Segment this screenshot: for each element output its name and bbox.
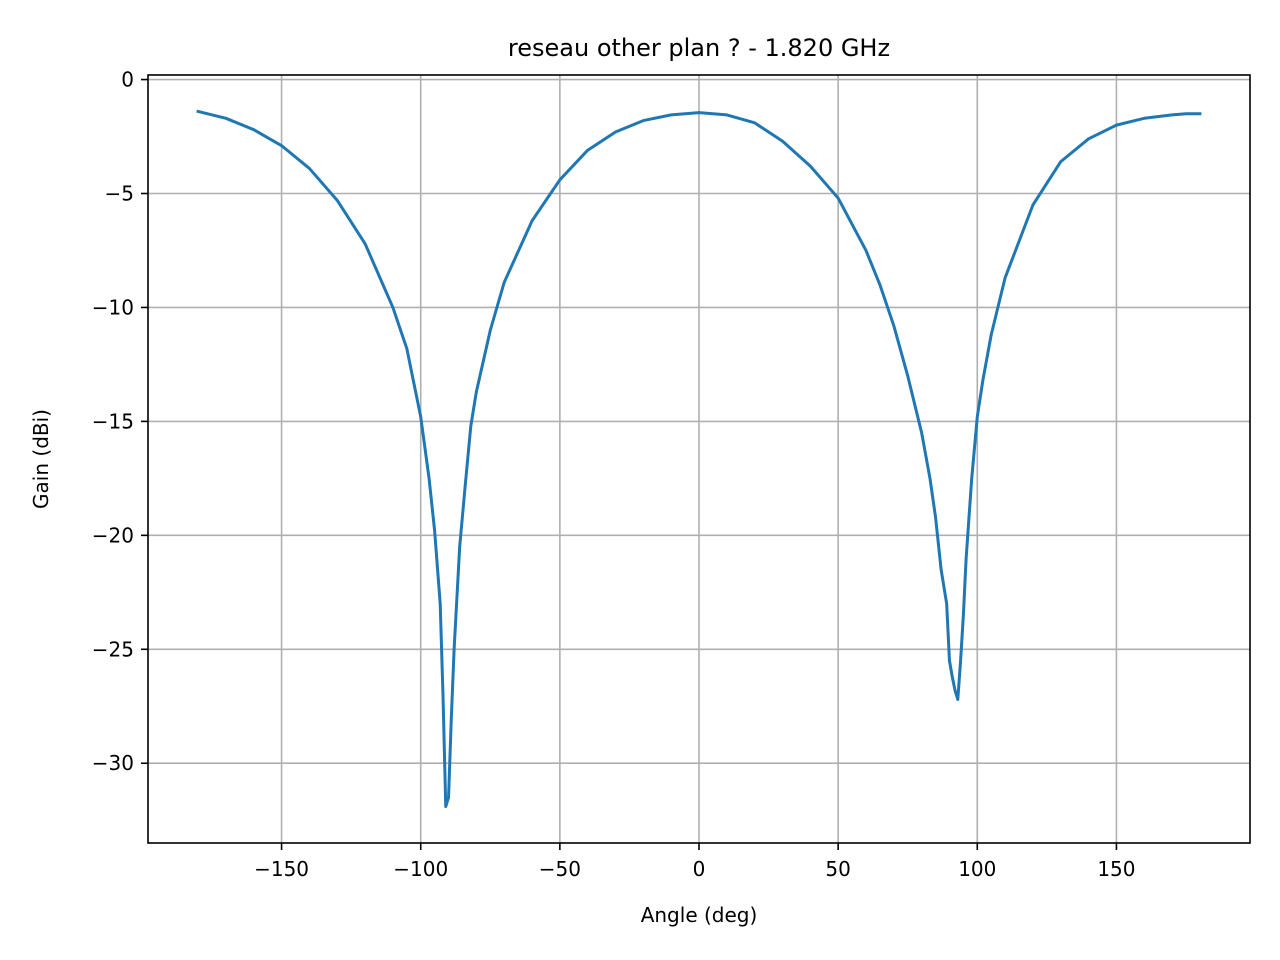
x-tick-label: 0 xyxy=(693,857,706,881)
y-tick-label: −10 xyxy=(92,295,134,319)
x-tick-label: 100 xyxy=(958,857,996,881)
y-axis-label: Gain (dBi) xyxy=(29,409,53,509)
x-tick-label: 50 xyxy=(825,857,850,881)
chart-title: reseau other plan ? - 1.820 GHz xyxy=(508,34,890,62)
y-tick-label: −15 xyxy=(92,409,134,433)
y-tick-label: −20 xyxy=(92,523,134,547)
grid xyxy=(148,75,1250,843)
ticks: −150 −100 −50 0 50 100 150 0 −5 −10 −15 −20 −25 −30 xyxy=(92,68,1136,881)
x-tick-label: −50 xyxy=(539,857,581,881)
x-axis-label: Angle (deg) xyxy=(641,903,758,927)
y-tick-label: −5 xyxy=(105,182,134,206)
x-tick-label: −100 xyxy=(393,857,448,881)
series-layer xyxy=(196,109,1202,809)
y-tick-label: 0 xyxy=(121,68,134,92)
x-tick-label: −150 xyxy=(254,857,309,881)
y-tick-label: −25 xyxy=(92,637,134,661)
series-line-gain xyxy=(196,109,1202,809)
x-tick-label: 150 xyxy=(1097,857,1135,881)
y-tick-label: −30 xyxy=(92,751,134,775)
